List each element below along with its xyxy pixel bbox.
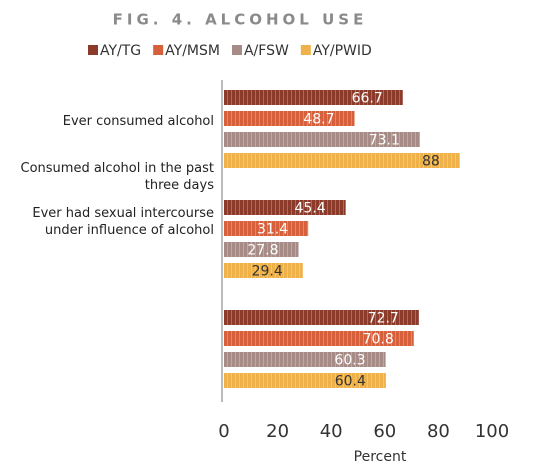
bar-texture xyxy=(224,153,460,168)
bar-texture xyxy=(224,200,346,215)
legend-label: A/FSW xyxy=(244,43,289,59)
category-label: Consumed alcohol in the past three days xyxy=(20,161,214,193)
bar-texture xyxy=(224,263,303,278)
category-label: Ever had sexual intercourse under influe… xyxy=(32,206,214,238)
bar-texture xyxy=(224,352,386,367)
bar-texture xyxy=(224,373,386,388)
bar-texture xyxy=(224,221,309,236)
legend-swatch xyxy=(300,45,311,55)
legend-label: AY/MSM xyxy=(165,43,220,59)
x-axis-label: Percent xyxy=(354,449,407,465)
x-tick-label: 60 xyxy=(373,421,396,442)
data-label: 60.3 xyxy=(334,353,365,369)
x-tick-label: 80 xyxy=(427,421,450,442)
data-label: 60.4 xyxy=(335,374,366,390)
chart-title: FIG. 4. ALCOHOL USE xyxy=(113,11,368,29)
data-label: 73.1 xyxy=(369,133,400,149)
bar-texture xyxy=(224,132,420,147)
data-label: 45.4 xyxy=(295,201,326,217)
legend-label: AY/PWID xyxy=(313,43,372,59)
x-tick-label: 0 xyxy=(218,421,229,442)
data-label: 72.7 xyxy=(368,311,399,327)
legend-swatch xyxy=(88,45,98,55)
x-tick-label: 40 xyxy=(320,421,343,442)
category-label: Ever consumed alcohol xyxy=(62,114,214,129)
data-label: 31.4 xyxy=(257,222,288,238)
data-label: 70.8 xyxy=(363,332,394,348)
bar-texture xyxy=(224,310,419,325)
x-tick-label: 100 xyxy=(475,421,509,442)
bar-texture xyxy=(224,331,414,346)
data-label: 88 xyxy=(422,154,440,170)
data-label: 66.7 xyxy=(352,91,383,107)
bar-texture xyxy=(224,111,355,126)
legend-swatch xyxy=(231,45,242,55)
bar-texture xyxy=(224,90,403,105)
x-tick-label: 20 xyxy=(266,421,289,442)
data-label: 27.8 xyxy=(247,243,278,259)
bar-texture xyxy=(224,242,299,257)
data-label: 48.7 xyxy=(303,112,334,128)
legend-label: AY/TG xyxy=(100,43,141,59)
data-label: 29.4 xyxy=(252,264,283,280)
legend-swatch xyxy=(153,45,164,55)
